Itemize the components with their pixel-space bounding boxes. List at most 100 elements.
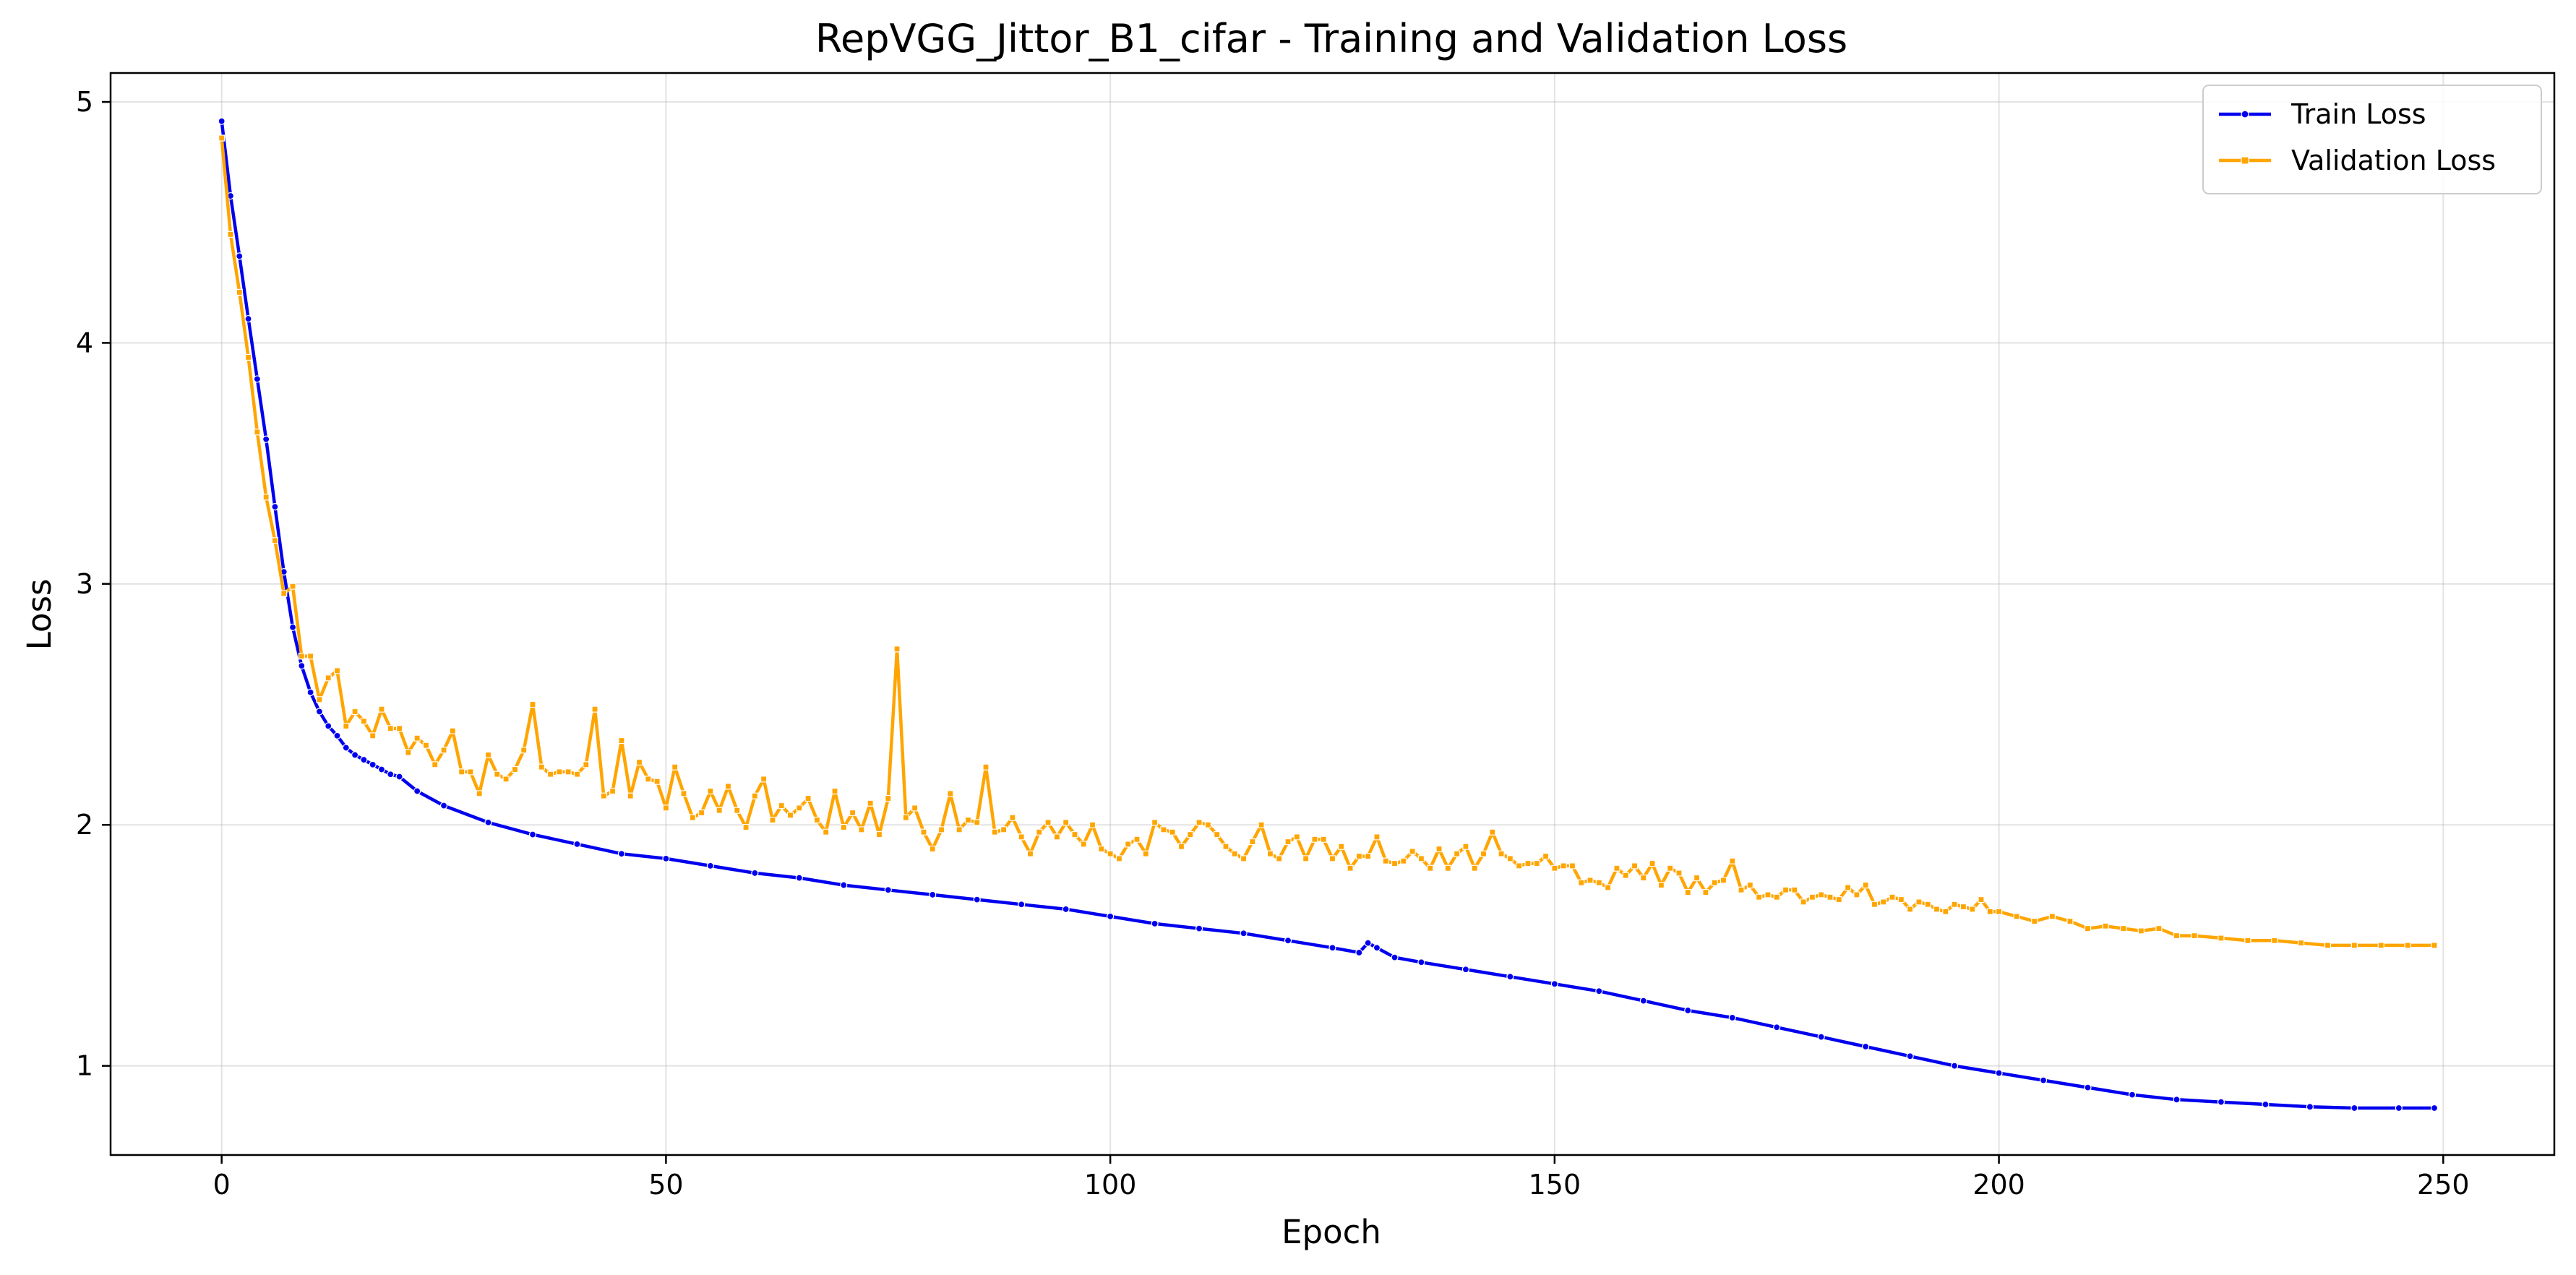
data-point: [893, 645, 901, 653]
data-point: [1018, 901, 1026, 909]
legend-label: Train Loss: [2291, 98, 2426, 130]
data-point: [751, 869, 759, 877]
data-point: [840, 823, 847, 831]
data-point: [2244, 937, 2251, 944]
data-point: [316, 696, 323, 703]
data-point: [1826, 893, 1834, 901]
data-point: [280, 590, 288, 597]
data-point: [1889, 893, 1896, 901]
legend-marker: [2241, 110, 2249, 119]
data-point: [742, 823, 750, 831]
data-point: [786, 812, 794, 819]
data-point: [271, 537, 279, 544]
data-point: [573, 840, 581, 849]
data-point: [1978, 896, 1985, 903]
data-point: [556, 768, 563, 776]
data-point: [1959, 903, 1967, 911]
data-point: [2048, 913, 2056, 920]
data-point: [333, 731, 341, 739]
data-point: [1550, 980, 1558, 988]
data-point: [1560, 862, 1567, 870]
data-point: [2306, 1103, 2314, 1111]
data-point: [298, 653, 305, 660]
data-point: [1115, 855, 1123, 862]
data-point: [236, 252, 244, 260]
data-point: [262, 435, 270, 443]
data-point: [2084, 924, 2092, 932]
data-point: [395, 725, 403, 732]
data-point: [422, 742, 430, 749]
data-point: [1639, 997, 1647, 1005]
data-point: [1480, 850, 1487, 857]
data-point: [1605, 884, 1612, 891]
y-axis-label: Loss: [20, 579, 59, 651]
data-point: [1693, 874, 1701, 882]
data-point: [795, 874, 803, 882]
data-point: [956, 826, 963, 833]
data-point: [1862, 1042, 1870, 1051]
data-point: [1142, 850, 1149, 857]
data-point: [502, 776, 510, 783]
data-point: [964, 816, 972, 824]
data-point: [1933, 906, 1941, 913]
data-point: [884, 886, 892, 894]
data-point: [1009, 814, 1016, 821]
data-point: [1240, 930, 1248, 937]
data-point: [387, 725, 394, 732]
data-point: [1409, 848, 1416, 855]
data-point: [458, 768, 465, 776]
data-point: [476, 790, 483, 797]
grid: [111, 73, 2554, 1155]
data-point: [1595, 987, 1603, 995]
data-point: [253, 375, 261, 383]
data-point: [1516, 862, 1523, 870]
data-point: [484, 818, 492, 826]
data-point: [1373, 833, 1381, 841]
data-point: [974, 819, 981, 826]
data-point: [1311, 836, 1318, 843]
x-tick-label: 0: [213, 1169, 231, 1201]
data-point: [1258, 821, 1265, 828]
data-point: [2120, 924, 2127, 932]
data-point: [1427, 864, 1434, 872]
data-point: [306, 688, 314, 696]
series-line: [220, 121, 2434, 1110]
data-point: [494, 770, 501, 778]
data-point: [413, 734, 421, 742]
data-point: [1649, 859, 1656, 867]
data-point: [1738, 886, 1745, 893]
data-point: [1454, 850, 1461, 857]
data-point: [947, 790, 954, 797]
x-tick-label: 150: [1529, 1169, 1581, 1201]
data-point: [2324, 942, 2332, 949]
data-point: [1125, 841, 1132, 848]
data-point: [973, 896, 981, 903]
data-point: [662, 854, 670, 863]
data-point: [1071, 830, 1078, 838]
data-point: [1489, 828, 1496, 836]
data-point: [1524, 859, 1532, 867]
data-point: [1631, 862, 1639, 870]
data-point: [227, 231, 234, 238]
data-point: [1107, 850, 1114, 857]
legend: Train Loss Validation Loss: [2202, 85, 2542, 194]
data-point: [271, 503, 279, 511]
data-point: [351, 751, 359, 759]
data-point: [325, 722, 332, 730]
data-point: [635, 758, 643, 766]
data-point: [1062, 905, 1070, 914]
data-point: [1302, 855, 1310, 862]
data-point: [405, 749, 412, 756]
data-point: [1026, 850, 1034, 857]
data-point: [734, 807, 741, 814]
data-point: [1871, 901, 1879, 908]
data-point: [1551, 864, 1558, 872]
data-point: [2128, 1091, 2137, 1099]
data-point: [2377, 942, 2384, 949]
data-point: [1711, 879, 1718, 886]
data-point: [1587, 877, 1594, 884]
data-point: [2039, 1076, 2048, 1084]
data-point: [1773, 1023, 1781, 1031]
data-point: [307, 653, 314, 660]
data-point: [707, 787, 714, 795]
